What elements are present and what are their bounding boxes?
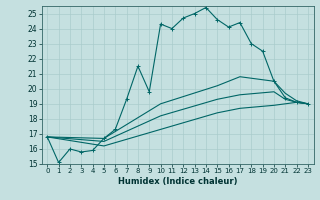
- X-axis label: Humidex (Indice chaleur): Humidex (Indice chaleur): [118, 177, 237, 186]
